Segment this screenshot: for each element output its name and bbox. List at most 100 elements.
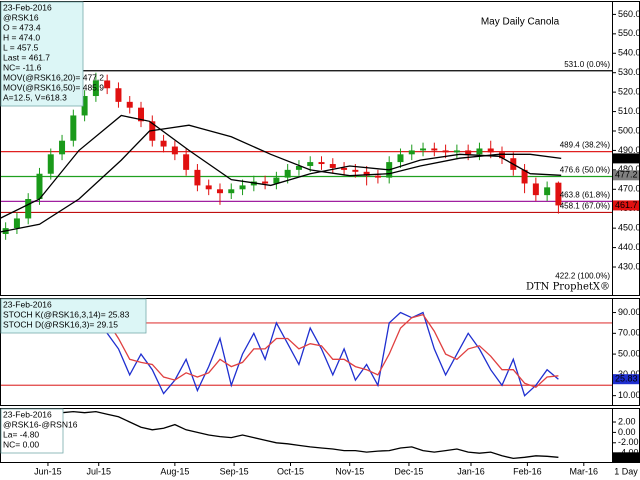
info-line: NC= -11.6: [3, 62, 42, 72]
info-box: [0, 1, 84, 107]
candle-body: [228, 189, 235, 194]
candle-body: [284, 169, 291, 178]
candle-body: [499, 152, 506, 159]
y-tick-label: 530.0: [618, 67, 640, 77]
y-tick-label: 510.0: [618, 106, 640, 116]
level-label: 476.6 (50.0%): [560, 166, 611, 175]
info-line: @RSK16-@RSN16: [3, 419, 78, 429]
last-value-box: [613, 170, 639, 181]
y-tick-label: 90.00: [618, 307, 640, 317]
candle-body: [239, 185, 246, 190]
candle-body: [160, 140, 167, 147]
info-line: L = 457.5: [3, 42, 39, 52]
candle-body: [374, 175, 381, 178]
level-label: 422.2 (100.0%): [555, 271, 610, 280]
candle-body: [194, 169, 201, 186]
level-label: 489.4 (38.2%): [560, 141, 611, 150]
y-tick-label: 550.0: [618, 28, 640, 38]
x-tick-label: Oct-15: [277, 466, 304, 476]
last-value-box: [613, 374, 639, 385]
y-tick-label: 450.0: [618, 223, 640, 233]
x-tick-label: Feb-16: [513, 466, 542, 476]
info-line: 23-Feb-2016: [3, 299, 52, 309]
chart-title: May Daily Canola: [481, 17, 560, 28]
y-tick-label: 10.00: [618, 390, 640, 400]
y-tick-label: 0.00: [618, 427, 636, 437]
candle-body: [171, 146, 178, 155]
candle-body: [431, 148, 438, 151]
moving-average: [0, 124, 562, 233]
candle-body: [183, 154, 190, 170]
last-value-box: [613, 200, 639, 211]
candle-body: [205, 185, 212, 190]
candle-body: [13, 218, 20, 229]
candle-body: [442, 150, 449, 153]
info-line: 23-Feb-2016: [3, 409, 52, 419]
candle-body: [216, 189, 223, 194]
info-box: [0, 298, 147, 334]
candle-body: [408, 150, 415, 155]
info-line: STOCH D(@RSK16,3)= 29.15: [3, 319, 118, 329]
last-value-label: 25.83: [615, 374, 638, 384]
info-line: H = 474.0: [3, 32, 40, 42]
y-tick-label: 430.0: [618, 261, 640, 271]
info-line: La= -4.80: [3, 429, 39, 439]
watermark: DTN ProphetX®: [526, 282, 610, 293]
y-tick-label: 500.0: [618, 125, 640, 135]
y-tick-label: 560.0: [618, 9, 640, 19]
candle-body: [81, 96, 88, 116]
last-value-label: 461.7: [615, 200, 638, 210]
info-line: MOV(@RSK16,20)= 477.2: [3, 72, 104, 82]
last-value-label: 477.2: [615, 170, 638, 180]
candle-body: [465, 150, 472, 155]
x-tick-label: Aug-15: [160, 466, 189, 476]
y-tick-label: 470.0: [618, 184, 640, 194]
candle-body: [273, 177, 280, 184]
candle-body: [476, 148, 483, 155]
info-line: 23-Feb-2016: [3, 2, 52, 12]
series-line: [39, 410, 559, 460]
info-line: NC= 0.00: [3, 439, 39, 449]
last-value-box: [613, 452, 639, 463]
last-value-label: -4.80: [615, 452, 636, 462]
candle-body: [363, 171, 370, 176]
y-tick-label: 50.00: [618, 348, 640, 358]
candle-body: [126, 101, 133, 108]
last-value-box: [613, 153, 639, 164]
plot-area: [0, 70, 612, 240]
info-line: Last = 461.7: [3, 52, 50, 62]
candle-body: [70, 115, 77, 141]
candle-body: [47, 154, 54, 174]
y-tick-label: 70.00: [618, 328, 640, 338]
candle-body: [397, 154, 404, 163]
y-tick-label: 480.0: [618, 164, 640, 174]
y-tick-label: 540.0: [618, 48, 640, 58]
y-tick-label: 440.0: [618, 242, 640, 252]
x-tick-label: Jun-15: [34, 466, 62, 476]
candle-body: [318, 162, 325, 165]
series-line: [84, 306, 559, 397]
candle-body: [532, 183, 539, 196]
moving-average: [0, 114, 562, 219]
candle-body: [92, 80, 99, 97]
candle-body: [521, 169, 528, 184]
candle-body: [115, 88, 122, 102]
plot-area: [39, 410, 559, 460]
candle-body: [138, 107, 145, 122]
candle-body: [341, 167, 348, 170]
candle-body: [25, 199, 32, 219]
candle-body: [36, 173, 43, 200]
candle-body: [555, 182, 562, 206]
info-line: @RSK16: [3, 12, 39, 22]
candle-body: [295, 165, 302, 170]
x-tick-label: Jan-16: [457, 466, 485, 476]
series-line: [84, 308, 559, 389]
x-tick-label: Sep-15: [220, 466, 249, 476]
info-line: MOV(@RSK16,50)= 485.9: [3, 82, 104, 92]
candle-body: [59, 140, 66, 155]
x-tick-label: Jul-15: [86, 466, 111, 476]
candle-body: [329, 164, 336, 168]
candle-body: [487, 148, 494, 153]
